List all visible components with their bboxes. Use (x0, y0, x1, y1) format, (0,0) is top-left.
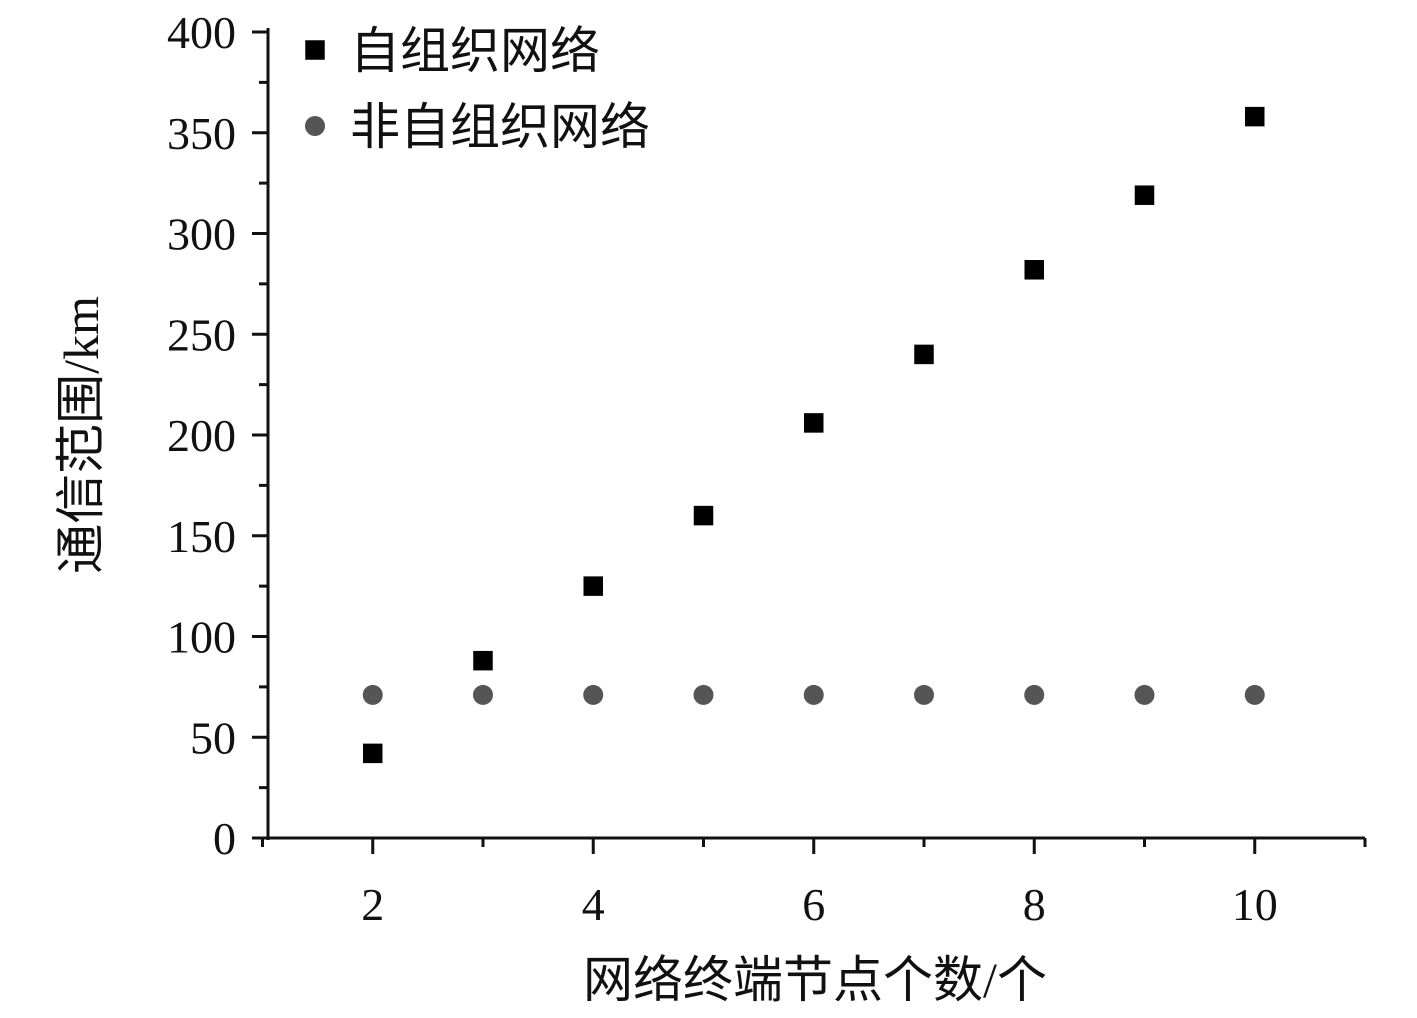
y-tick-label: 350 (167, 108, 236, 159)
legend-circle-icon (305, 116, 325, 136)
circle-point (693, 684, 714, 705)
y-axis-title: 通信范围/km (53, 296, 109, 574)
circle-point (913, 684, 934, 705)
x-tick-label: 4 (582, 879, 605, 930)
x-tick-label: 6 (802, 879, 825, 930)
circle-point (472, 684, 493, 705)
y-axis-ticks: 0 50 100 150 200 250 300 350 400 (167, 7, 268, 864)
x-axis-ticks: 2 4 6 8 10 (260, 838, 1367, 930)
legend-label: 自组织网络 (350, 23, 600, 79)
square-point (362, 743, 383, 764)
circle-point (1244, 684, 1265, 705)
legend-label: 非自组织网络 (350, 99, 650, 155)
x-axis-title: 网络终端节点个数/个 (583, 952, 1047, 1008)
y-tick-label: 0 (213, 813, 236, 864)
y-tick-label: 150 (167, 511, 236, 562)
square-point (1244, 106, 1265, 127)
x-tick-label: 10 (1232, 879, 1278, 930)
circle-point (362, 684, 383, 705)
y-tick-label: 50 (190, 712, 236, 763)
square-point (803, 413, 824, 433)
square-point (1134, 185, 1155, 205)
square-point (914, 344, 934, 365)
circle-point (583, 684, 604, 705)
x-tick-label: 8 (1023, 879, 1046, 930)
square-point (1024, 260, 1044, 280)
x-tick-label: 2 (361, 879, 384, 930)
y-tick-label: 200 (167, 410, 236, 461)
circle-point (1134, 684, 1155, 705)
circle-point (1024, 684, 1045, 705)
data-points (362, 106, 1265, 764)
square-point (693, 505, 714, 526)
legend-square-icon (305, 40, 325, 60)
y-tick-label: 100 (167, 612, 236, 663)
y-tick-label: 250 (167, 309, 236, 360)
square-point (473, 650, 493, 671)
square-point (583, 576, 603, 596)
circle-point (803, 684, 824, 705)
y-tick-label: 300 (167, 209, 236, 260)
y-tick-label: 400 (167, 7, 236, 58)
